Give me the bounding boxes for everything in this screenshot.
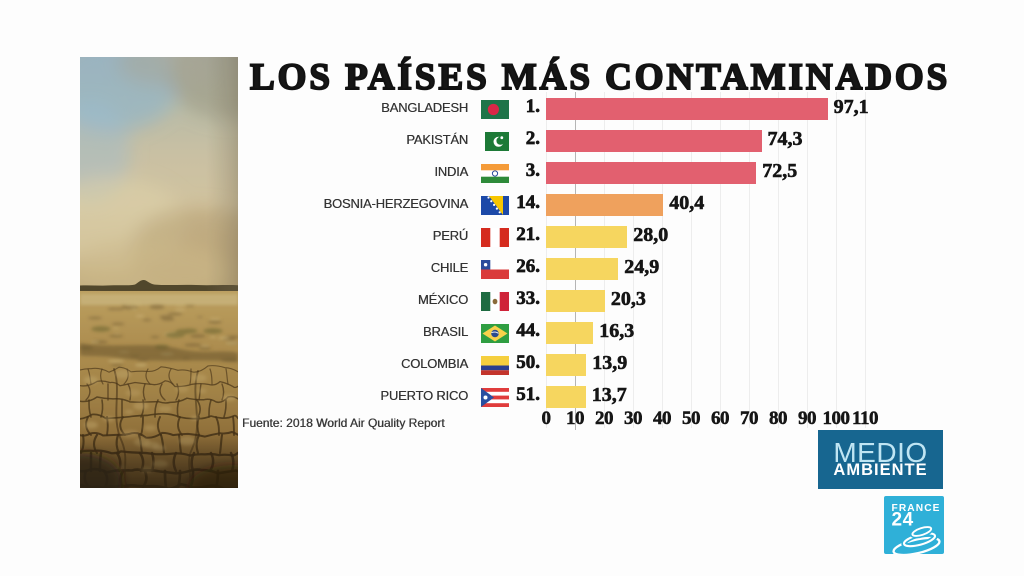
svg-text:24: 24	[892, 510, 914, 531]
svg-text:FRANCE: FRANCE	[892, 503, 941, 514]
